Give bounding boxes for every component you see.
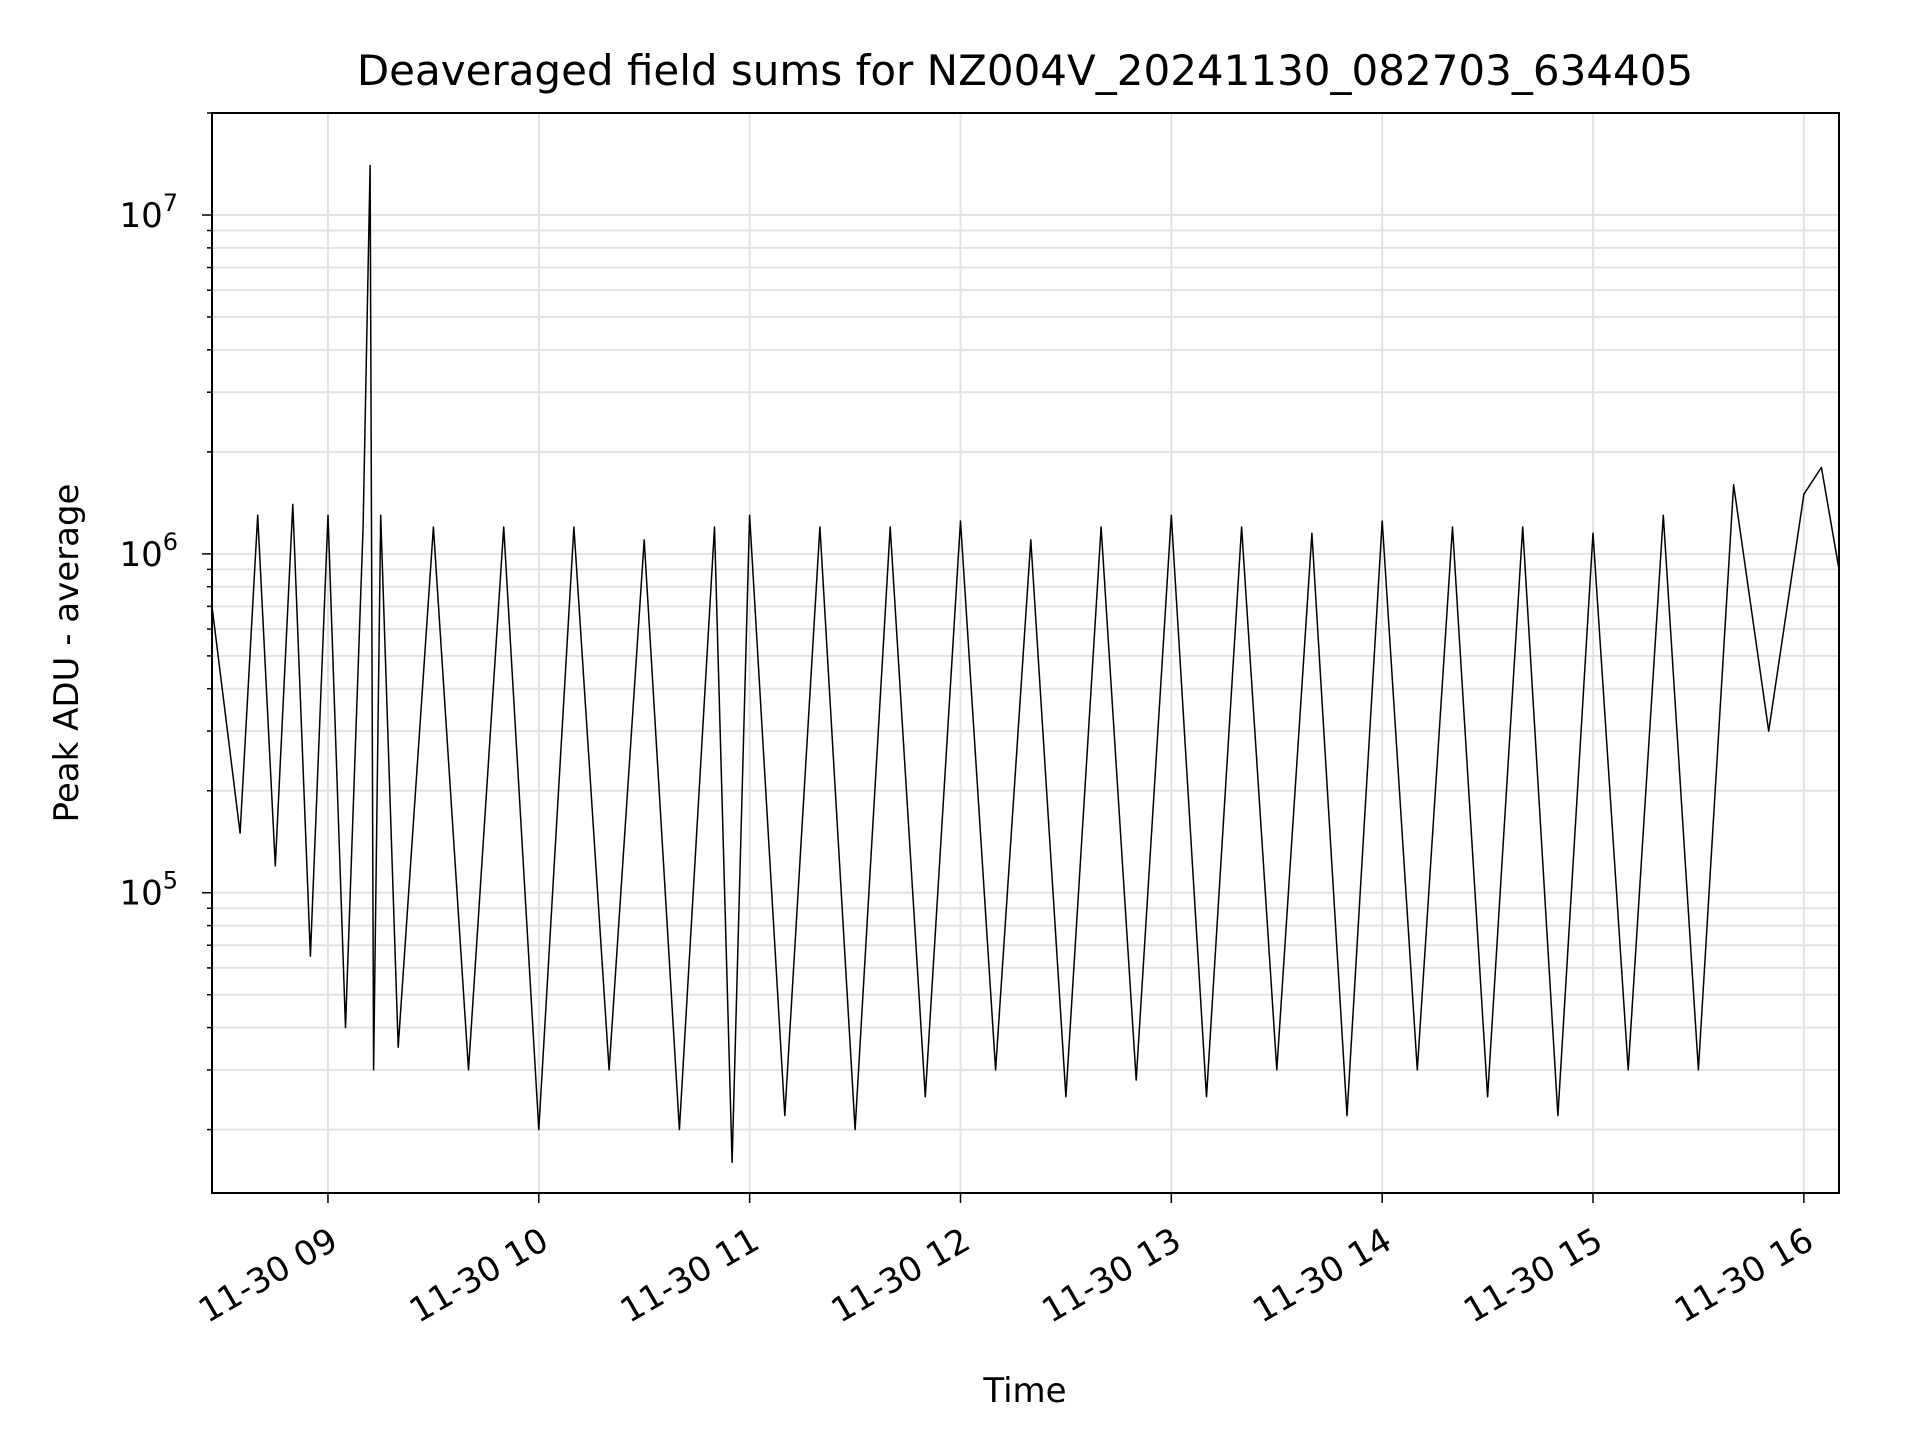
series-line: [211, 164, 1840, 1164]
y-axis-label: Peak ADU - average: [47, 484, 87, 823]
ticks: 105 106 107 11-30 09 11-30 10 11-30 11 11-30 1…: [119, 112, 1820, 1331]
x-tick-label: 11-30 09: [192, 1220, 344, 1331]
x-tick-label: 11-30 11: [614, 1220, 766, 1331]
y-tick-label: 106: [119, 528, 178, 575]
x-axis-label: Time: [982, 1371, 1066, 1411]
plot-frame: [211, 112, 1840, 1194]
y-tick-label: 105: [119, 867, 178, 914]
x-tick-label: 11-30 12: [825, 1220, 977, 1331]
x-tick-label: 11-30 16: [1668, 1220, 1820, 1331]
x-tick-label: 11-30 10: [403, 1220, 555, 1331]
x-tick-label: 11-30 15: [1457, 1220, 1609, 1331]
chart-title: Deaveraged field sums for NZ004V_2024113…: [357, 46, 1693, 95]
x-tick-label: 11-30 13: [1035, 1220, 1187, 1331]
x-tick-label: 11-30 14: [1246, 1220, 1398, 1331]
series-layer: [211, 164, 1840, 1164]
grid: [212, 112, 1839, 1193]
y-tick-label: 107: [119, 189, 178, 236]
